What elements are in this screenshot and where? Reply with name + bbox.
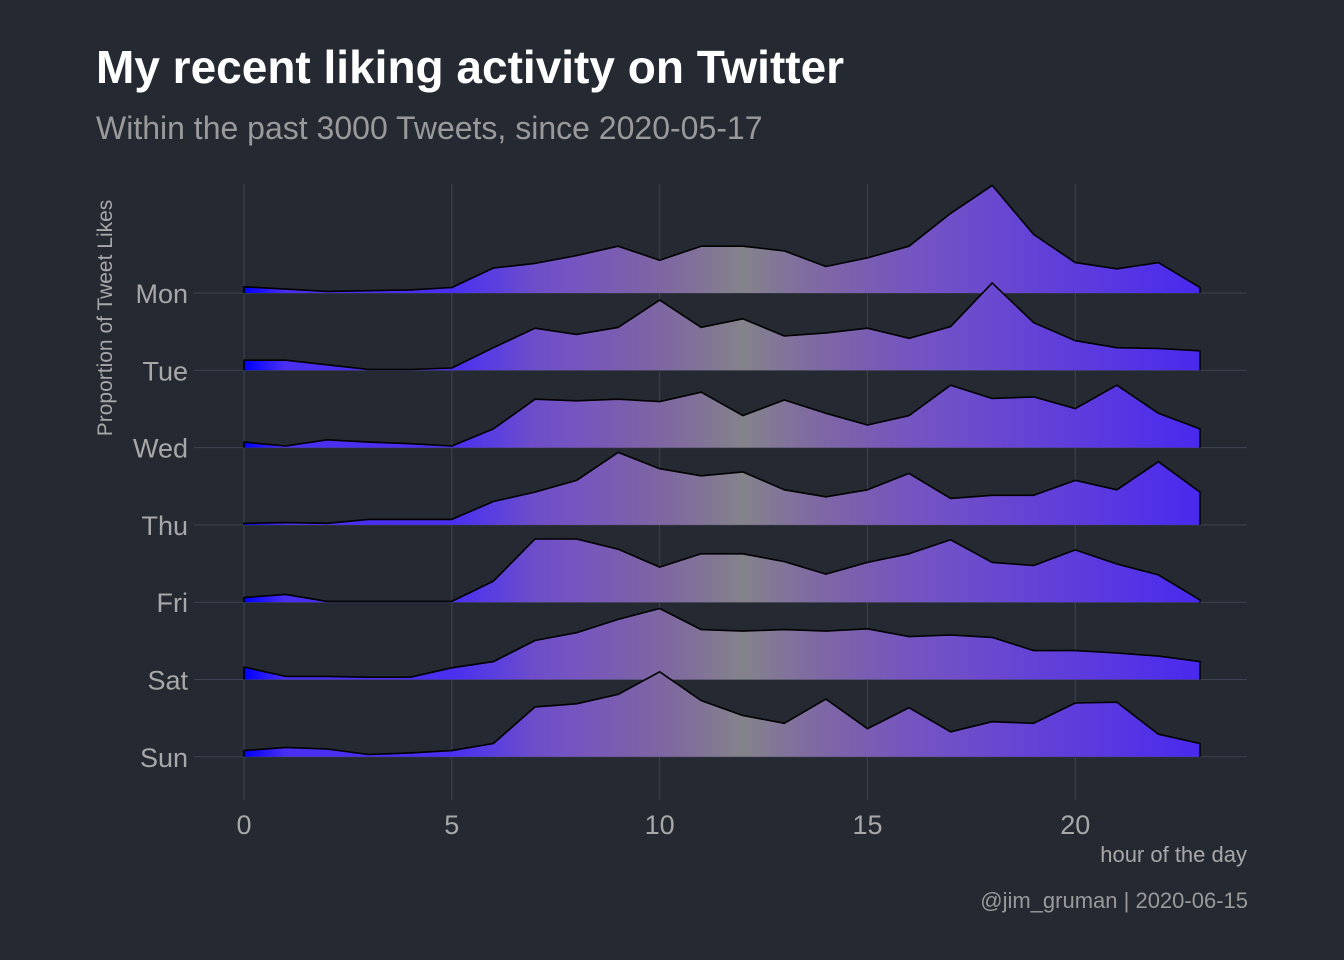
- y-tick-label-tue: Tue: [142, 356, 188, 386]
- y-tick-label-sun: Sun: [140, 743, 188, 773]
- y-tick-label-mon: Mon: [135, 279, 188, 309]
- ridge-line-sat: [243, 607, 1201, 680]
- ridge-sun: [243, 671, 1201, 757]
- ridge-area-thu: [244, 452, 1200, 525]
- y-tick-label-sat: Sat: [147, 666, 188, 696]
- ridge-line-fri: [243, 538, 1201, 603]
- x-tick-label: 10: [645, 810, 675, 840]
- axes: Proportion of Tweet Likes hour of the da…: [94, 200, 1247, 867]
- ridge-area-wed: [244, 385, 1200, 448]
- y-tick-label-wed: Wed: [133, 434, 188, 464]
- chart-caption: @jim_gruman | 2020-06-15: [980, 888, 1248, 913]
- ridge-wed: [243, 384, 1201, 448]
- y-axis-label: Proportion of Tweet Likes: [94, 200, 117, 437]
- ridge-tue: [243, 282, 1201, 371]
- y-tick-label-thu: Thu: [141, 511, 188, 541]
- ridge-area-fri: [244, 539, 1200, 603]
- x-tick-label: 20: [1060, 810, 1090, 840]
- ridge-fri: [243, 538, 1201, 603]
- ridge-thu: [243, 451, 1201, 525]
- x-tick-label: 0: [236, 810, 251, 840]
- x-axis-label: hour of the day: [1100, 842, 1247, 867]
- y-tick-label-fri: Fri: [157, 588, 188, 618]
- x-tick-label: 5: [444, 810, 459, 840]
- ridge-area-sun: [244, 671, 1200, 757]
- ridge-mon: [243, 184, 1201, 293]
- ridge-area-tue: [244, 282, 1200, 371]
- ridges: [243, 184, 1201, 757]
- ridge-line-sun: [243, 671, 1201, 757]
- chart-title: My recent liking activity on Twitter: [96, 41, 845, 93]
- ridge-line-mon: [243, 184, 1201, 293]
- ridge-area-sat: [244, 608, 1200, 680]
- chart-subtitle: Within the past 3000 Tweets, since 2020-…: [96, 110, 763, 146]
- ridge-sat: [243, 607, 1201, 680]
- ridge-line-thu: [243, 451, 1201, 525]
- ridge-line-wed: [243, 384, 1201, 448]
- ridge-area-mon: [244, 185, 1200, 293]
- x-tick-label: 15: [852, 810, 882, 840]
- ridge-line-tue: [243, 282, 1201, 371]
